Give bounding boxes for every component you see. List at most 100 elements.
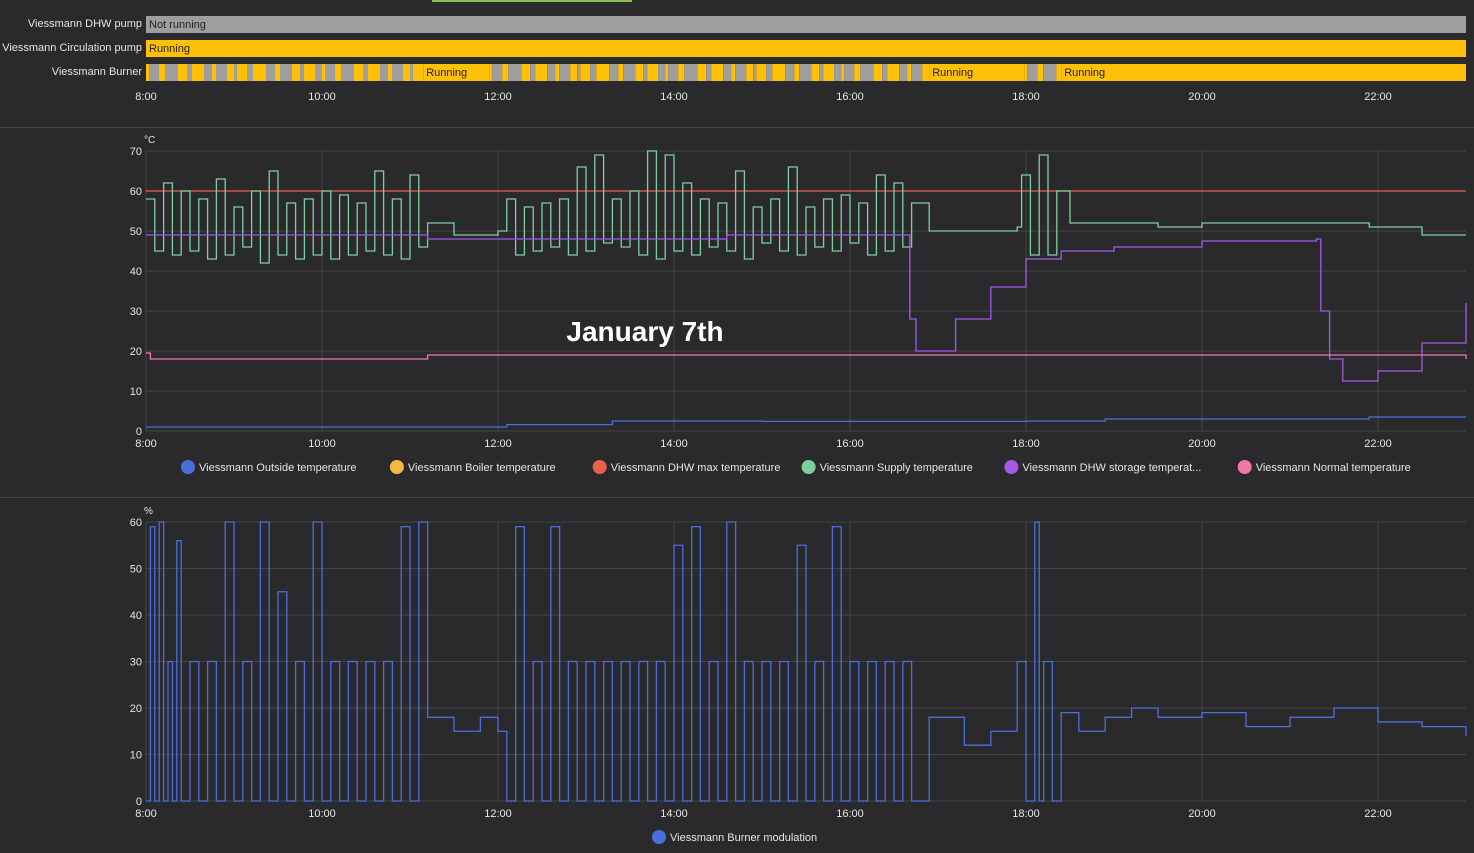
timeline-stripe xyxy=(234,64,237,81)
x-tick-label: 12:00 xyxy=(484,438,512,450)
x-tick-label: 16:00 xyxy=(836,808,864,820)
timeline-chart: Viessmann DHW pump Not running Viessmann C… xyxy=(2,16,1466,103)
legend-item: Viessmann DHW storage temperat... xyxy=(1004,460,1201,474)
timeline-segment-text: Running xyxy=(932,67,973,79)
legend-item: Viessmann Normal temperature xyxy=(1237,460,1411,474)
timeline-tick-label: 22:00 xyxy=(1364,91,1392,103)
legend-item: Viessmann Boiler temperature xyxy=(389,460,556,474)
timeline-stripe xyxy=(492,64,503,81)
modulation-chart: 0 10 20 30 40 50 60 8:00 10:00 12:00 14:00 16:00 18:… xyxy=(130,506,1467,844)
x-tick-label: 8:00 xyxy=(135,438,156,450)
x-tick-label: 16:00 xyxy=(836,438,864,450)
timeline-stripe xyxy=(388,64,392,81)
timeline-stripe xyxy=(403,64,410,81)
timeline-stripe xyxy=(1027,64,1038,81)
timeline-stripe xyxy=(697,64,707,81)
timeline-stripe xyxy=(335,64,341,81)
timeline-stripe xyxy=(596,64,610,81)
timeline-stripe xyxy=(502,64,509,81)
x-tick-label: 8:00 xyxy=(135,808,156,820)
timeline-stripe xyxy=(1024,64,1028,81)
chart-annotation: January 7th xyxy=(566,316,723,347)
timeline-segment xyxy=(146,16,1466,33)
timeline-stripe xyxy=(684,64,698,81)
timeline-stripe xyxy=(844,64,855,81)
timeline-stripe xyxy=(521,64,531,81)
y-tick-label: 50 xyxy=(130,226,142,238)
legend-item: Viessmann DHW max temperature xyxy=(592,460,781,474)
legend-swatch xyxy=(652,830,666,844)
timeline-stripe xyxy=(380,64,388,81)
timeline-stripe xyxy=(368,64,380,81)
timeline-stripe xyxy=(178,64,187,81)
y-tick-label: 10 xyxy=(130,386,142,398)
timeline-segment xyxy=(423,64,490,81)
y-tick-label: 20 xyxy=(130,346,142,358)
timeline-stripe xyxy=(854,64,861,81)
legend-swatch xyxy=(592,460,607,474)
x-tick-label: 20:00 xyxy=(1188,808,1216,820)
timeline-stripe xyxy=(159,64,165,81)
legend-swatch xyxy=(1237,460,1252,474)
timeline-stripe xyxy=(322,64,325,81)
timeline-segment-mixed xyxy=(146,64,424,81)
x-tick-label: 10:00 xyxy=(308,438,336,450)
legend-swatch xyxy=(389,460,404,474)
timeline-row-label: Viessmann Burner xyxy=(52,66,143,78)
timeline-stripe xyxy=(746,64,754,81)
temperature-chart: 0 10 20 30 40 50 60 70 8:00 10:00 12:00 14:00 16:00 1… xyxy=(130,135,1467,474)
timeline-stripe xyxy=(873,64,883,81)
timeline-tick-label: 8:00 xyxy=(135,91,156,103)
timeline-stripe xyxy=(1037,64,1044,81)
divider-2 xyxy=(0,497,1474,498)
timeline-stripe xyxy=(410,64,413,81)
timeline-stripe xyxy=(165,64,178,81)
top-accent-bar xyxy=(432,0,632,2)
x-tick-label: 12:00 xyxy=(484,808,512,820)
timeline-stripe xyxy=(266,64,275,81)
timeline-tick-label: 10:00 xyxy=(308,91,336,103)
timeline-stripe xyxy=(590,64,597,81)
y-tick-label: 50 xyxy=(130,564,142,576)
timeline-stripe xyxy=(1056,64,1062,81)
y-tick-label: 40 xyxy=(130,266,142,278)
series-line xyxy=(146,234,1467,382)
timeline-stripe xyxy=(354,64,363,81)
timeline-stripe xyxy=(756,64,767,81)
timeline-stripe xyxy=(609,64,619,81)
x-tick-label: 10:00 xyxy=(308,808,336,820)
timeline-stripe xyxy=(635,64,644,81)
divider-1 xyxy=(0,127,1474,128)
y-unit-label: °C xyxy=(144,135,155,146)
timeline-stripe xyxy=(363,64,368,81)
timeline-stripe xyxy=(247,64,253,81)
legend-label: Viessmann Supply temperature xyxy=(820,462,973,474)
timeline-stripe xyxy=(882,64,888,81)
timeline-stripe xyxy=(275,64,280,81)
timeline-stripe xyxy=(392,64,403,81)
y-tick-label: 40 xyxy=(130,610,142,622)
legend-label: Viessmann Burner modulation xyxy=(670,832,817,844)
timeline-segment-text: Running xyxy=(426,67,467,79)
timeline-stripe xyxy=(647,64,659,81)
timeline-row-label: Viessmann DHW pump xyxy=(28,18,142,30)
timeline-stripe xyxy=(922,64,930,81)
legend-label: Viessmann DHW max temperature xyxy=(611,462,781,474)
timeline-stripe xyxy=(192,64,204,81)
timeline-segment-mixed xyxy=(1024,64,1062,81)
legend-swatch xyxy=(1004,460,1019,474)
timeline-stripe xyxy=(237,64,247,81)
y-unit-label: % xyxy=(144,506,153,517)
timeline-stripe xyxy=(315,64,322,81)
timeline-segment xyxy=(929,64,1025,81)
timeline-stripe xyxy=(723,64,732,81)
timeline-stripe xyxy=(227,64,234,81)
timeline-stripe xyxy=(530,64,536,81)
timeline-stripe xyxy=(580,64,591,81)
timeline-segment-mixed xyxy=(489,64,930,81)
timeline-stripe xyxy=(753,64,757,81)
timeline-stripe xyxy=(668,64,679,81)
timeline-stripe xyxy=(711,64,724,81)
timeline-row-label: Viessmann Circulation pump xyxy=(2,42,142,54)
timeline-stripe xyxy=(899,64,908,81)
